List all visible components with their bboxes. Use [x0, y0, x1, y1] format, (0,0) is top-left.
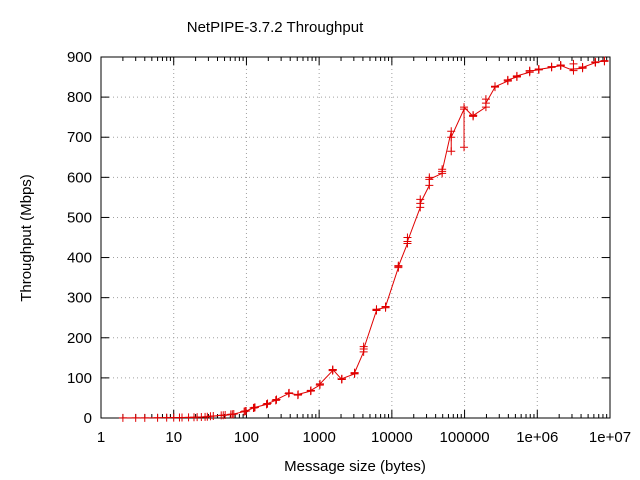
data-point	[131, 413, 140, 422]
plot-frame	[100, 56, 611, 419]
data-point	[534, 65, 543, 74]
data-point	[140, 413, 149, 422]
data-point	[403, 237, 412, 246]
data-point	[491, 82, 500, 91]
data-point	[512, 71, 521, 80]
x-tick-label: 1e+06	[516, 429, 558, 446]
data-point	[359, 345, 368, 354]
data-point	[250, 403, 259, 412]
data-point	[328, 365, 337, 374]
x-tick-label: 100000	[440, 429, 490, 446]
y-tick-label: 100	[67, 370, 92, 387]
y-tick-label: 200	[67, 330, 92, 347]
data-point	[350, 368, 359, 377]
data-point	[294, 390, 303, 399]
y-tick-label: 900	[67, 49, 92, 66]
data-point	[272, 395, 281, 404]
x-tick-label: 100	[234, 429, 259, 446]
data-point	[425, 175, 434, 184]
data-point	[547, 63, 556, 72]
data-point	[306, 386, 315, 395]
data-point	[372, 305, 381, 314]
grid	[101, 57, 610, 418]
y-tick-label: 800	[67, 89, 92, 106]
data-point	[162, 413, 171, 422]
data-point	[263, 399, 272, 408]
y-tick-label: 600	[67, 169, 92, 186]
x-tick-label: 10000	[371, 429, 413, 446]
data-point	[221, 410, 230, 419]
y-tick-label: 0	[84, 410, 92, 427]
data-point	[438, 167, 447, 176]
y-axis-label: Throughput (Mbps)	[18, 174, 35, 302]
data-point	[481, 99, 490, 108]
data-point	[591, 58, 600, 67]
data-point	[569, 65, 578, 74]
data-point	[600, 57, 609, 66]
data-point	[525, 67, 534, 76]
data-point	[337, 374, 346, 383]
series-line	[122, 60, 605, 419]
y-tick-label: 400	[67, 250, 92, 267]
data-point	[118, 413, 127, 422]
x-axis-label: Message size (bytes)	[284, 458, 426, 475]
data-point	[285, 388, 294, 397]
data-point	[503, 75, 512, 84]
y-tick-label: 500	[67, 209, 92, 226]
x-tick-label: 1000	[302, 429, 335, 446]
data-point	[460, 143, 469, 152]
y-tick-label: 700	[67, 129, 92, 146]
y-tick-label: 300	[67, 290, 92, 307]
x-ticks: 1 10 100 1000 10000 100000 1e+06 1e+07	[97, 57, 631, 446]
x-tick-label: 10	[165, 429, 182, 446]
data-point	[578, 63, 587, 72]
data-point	[381, 302, 390, 311]
data-point	[460, 103, 469, 112]
data-point	[394, 262, 403, 271]
axes	[100, 56, 611, 419]
series-group	[118, 56, 609, 422]
data-point	[416, 199, 425, 208]
data-point	[209, 411, 218, 420]
data-point	[556, 61, 565, 70]
data-point	[315, 379, 324, 388]
chart-title: NetPIPE-3.7.2 Throughput	[187, 19, 364, 36]
data-point	[447, 147, 456, 156]
x-tick-label: 1	[97, 429, 105, 446]
x-tick-label: 1e+07	[589, 429, 631, 446]
data-point	[229, 409, 238, 418]
y-ticks: 0 100 200 300 400 500 600 700 800 900	[67, 49, 610, 427]
data-point	[153, 413, 162, 422]
data-point	[242, 406, 251, 415]
data-point	[469, 111, 478, 120]
data-point	[447, 133, 456, 142]
